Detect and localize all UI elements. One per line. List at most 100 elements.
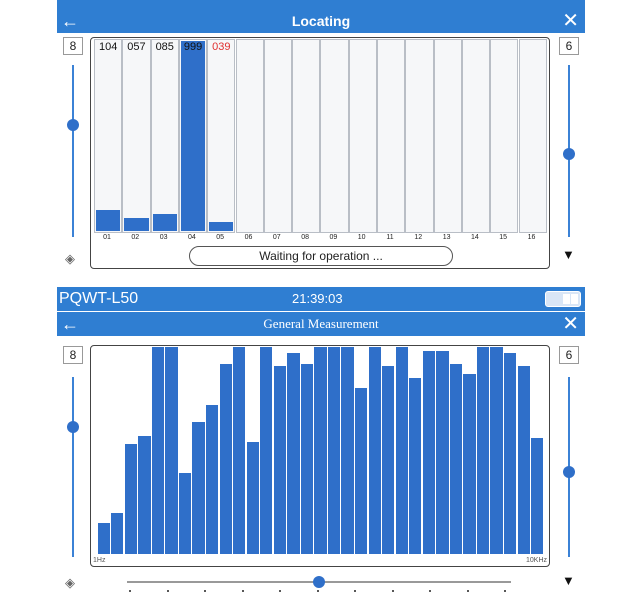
spectrum-bar	[341, 347, 354, 554]
spectrum-bar	[436, 351, 449, 554]
locating-screen: ← Locating ✕ 8 6 104 01 057 02 085 03 999 04 039…	[57, 0, 585, 272]
channel-label: 05	[216, 234, 225, 241]
channel-value: 999	[183, 41, 203, 53]
channel-label: 13	[442, 234, 451, 241]
channel-cell-16	[518, 39, 547, 233]
spectrum-bar	[395, 347, 408, 554]
clock: 21:39:03	[292, 291, 343, 306]
spectrum-bar	[138, 436, 151, 554]
spectrum-bar	[233, 347, 246, 554]
left-gain-slider-track[interactable]	[72, 65, 74, 237]
slider-tick	[354, 590, 356, 592]
spectrum-bar	[300, 363, 314, 554]
spectrum-bar	[165, 347, 178, 554]
spectrum-bar	[327, 347, 341, 554]
channel-cell-14	[461, 39, 491, 233]
channel-cell-05: 039	[207, 39, 236, 233]
channel-bar	[180, 41, 206, 231]
locating-title-bar: ← Locating ✕	[57, 9, 585, 33]
slider-tick	[504, 590, 506, 592]
spectrum-bar	[192, 421, 205, 554]
channel-label: 14	[470, 234, 479, 241]
spectrum-bar	[287, 353, 300, 554]
axis-end-label: 10KHz	[525, 557, 547, 564]
channel-cell-09	[320, 39, 349, 233]
right-gain-slider-handle[interactable]	[563, 148, 575, 161]
page-title: General Measurement	[263, 316, 379, 331]
axis-start-label: 1Hz	[93, 557, 106, 564]
spectrum-bar	[422, 351, 436, 554]
channel-cell-04: 999	[178, 39, 208, 233]
measurement-title-bar: ← General Measurement ✕	[57, 312, 585, 336]
spectrum-bar	[246, 442, 259, 554]
spectrum-bar	[354, 388, 368, 554]
channel-value: 085	[155, 41, 174, 53]
spectrum-bar	[503, 353, 517, 554]
slider-tick	[279, 590, 281, 592]
right-gain-slider-handle[interactable]	[563, 466, 575, 479]
channel-label: 01	[103, 234, 111, 241]
channel-label: 12	[414, 234, 423, 241]
channel-label: 11	[386, 234, 394, 241]
speaker-icon[interactable]: ◈	[65, 251, 75, 266]
channel-label: 06	[244, 234, 253, 241]
channel-label: 07	[272, 234, 281, 241]
slider-tick	[204, 590, 206, 592]
close-icon[interactable]: ✕	[562, 313, 579, 335]
spectrum-bar	[219, 363, 232, 554]
right-gain-value: 6	[559, 37, 579, 55]
channel-label: 04	[187, 234, 196, 241]
back-arrow-icon[interactable]: ←	[61, 11, 79, 31]
slider-tick	[166, 590, 169, 592]
bottom-slider-handle[interactable]	[313, 576, 325, 588]
left-gain-slider-handle[interactable]	[67, 421, 79, 434]
left-gain-slider-track[interactable]	[72, 377, 74, 557]
slider-tick	[316, 590, 319, 592]
channel-label: 03	[159, 234, 168, 241]
channel-cell-08	[292, 39, 321, 233]
slider-tick	[466, 590, 469, 592]
page-title: Locating	[291, 13, 351, 29]
channel-label: 09	[329, 234, 338, 241]
spectrum-bar	[205, 404, 219, 554]
device-name: PQWT-L50	[59, 290, 139, 307]
channel-label: 15	[499, 234, 508, 241]
channel-cell-13	[433, 39, 462, 233]
spectrum-bar	[260, 347, 273, 554]
left-gain-value: 8	[63, 346, 83, 364]
spectrum-bar	[382, 365, 395, 554]
spectrum-bar	[178, 473, 192, 554]
channel-value: 104	[98, 41, 118, 53]
speaker-icon[interactable]: ◈	[65, 575, 75, 590]
channel-cell-11	[377, 39, 406, 233]
left-gain-value: 8	[63, 37, 83, 55]
antenna-icon[interactable]: ▼	[562, 247, 575, 262]
channel-cell-02: 057	[122, 39, 151, 233]
channel-plot: 104 01 057 02 085 03 999 04 039 05 06 07 08 09 10 11 12 1…	[90, 37, 550, 269]
status-message: Waiting for operation ...	[189, 246, 453, 266]
spectrum-bar	[368, 347, 381, 554]
antenna-icon[interactable]: ▼	[562, 573, 575, 588]
spectrum-bar	[463, 373, 476, 554]
slider-tick	[241, 590, 244, 592]
spectrum-bar	[111, 512, 124, 554]
slider-tick	[429, 590, 431, 592]
spectrum-bar	[314, 347, 327, 554]
channel-value: 057	[127, 41, 146, 53]
channel-label: 02	[131, 234, 140, 241]
back-arrow-icon[interactable]: ←	[61, 314, 79, 334]
slider-tick	[391, 590, 394, 592]
channel-cell-01: 104	[94, 39, 123, 233]
close-icon[interactable]: ✕	[562, 10, 579, 32]
channel-cell-10	[348, 39, 377, 233]
channel-cell-15	[490, 39, 519, 233]
battery-icon	[545, 291, 581, 307]
channel-label: 10	[357, 234, 366, 241]
top-status-strip	[57, 0, 585, 9]
left-gain-slider-handle[interactable]	[67, 119, 79, 132]
slider-tick	[129, 590, 131, 592]
spectrum-bar	[517, 365, 530, 554]
channel-bar	[152, 213, 177, 231]
spectrum-plot: 1Hz 10KHz	[90, 345, 550, 567]
channel-bar	[209, 221, 234, 231]
